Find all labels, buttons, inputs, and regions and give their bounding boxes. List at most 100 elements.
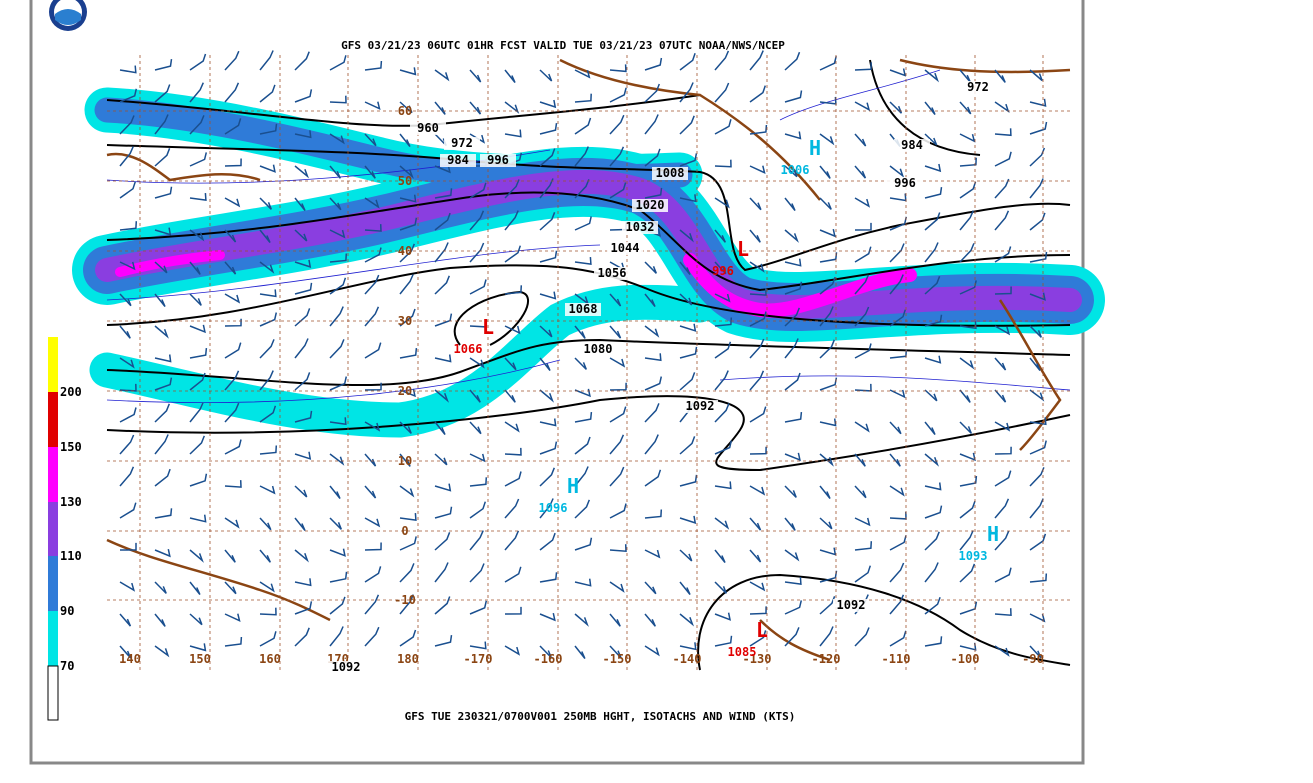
wind-barb (854, 222, 872, 231)
wind-barb (539, 69, 553, 82)
wind-barb (224, 342, 242, 359)
wind-barb (749, 446, 767, 455)
wind-barb (539, 498, 554, 519)
wind-barb (644, 293, 656, 307)
wind-barb (364, 485, 377, 499)
wind-barb (154, 613, 166, 627)
contour-label: 1008 (656, 166, 685, 180)
colorbar-label: 150 (60, 440, 82, 454)
wind-barb (574, 645, 586, 659)
wind-barb (539, 572, 558, 583)
wind-barb (854, 541, 873, 551)
wind-barb (784, 600, 803, 615)
grid: 140 150 160 170 180 -170 -160 -150 -140 -130 -120-… (107, 55, 1070, 674)
wind-barb (329, 197, 342, 211)
wind-barb (959, 357, 975, 370)
wind-barb (1029, 440, 1047, 455)
center-value: 1085 (728, 645, 757, 659)
wind-barb (189, 261, 201, 275)
wind-barb (154, 293, 166, 307)
wind-barb (119, 261, 136, 271)
wind-barb (714, 440, 733, 455)
wind-barb (749, 165, 766, 175)
wind-barb (399, 133, 411, 147)
wind-barb (469, 389, 481, 403)
wind-barb (294, 627, 310, 647)
wind-barb (854, 343, 872, 359)
wind-barb (434, 453, 448, 466)
wind-barb (189, 473, 208, 487)
wind-barb (679, 261, 691, 275)
wind-barb (259, 312, 278, 327)
wind-barb (679, 53, 696, 71)
contour-label: 984 (901, 138, 923, 152)
wind-barb (189, 152, 208, 167)
wind-barb (1029, 357, 1041, 371)
wind-barb (294, 197, 306, 211)
wind-barb (329, 165, 341, 179)
colorbar-label: 200 (60, 385, 82, 399)
wind-barb (329, 417, 347, 426)
wind-barb (399, 274, 414, 295)
wind-barb (504, 421, 520, 433)
wind-barb (819, 197, 832, 210)
wind-barb (679, 581, 691, 595)
wind-barb (434, 188, 453, 199)
wind-barb (469, 501, 487, 519)
wind-barb (259, 289, 277, 298)
wind-barb (959, 475, 978, 487)
wind-barbs (119, 50, 1048, 659)
wind-barb (749, 549, 762, 563)
wind-barb (854, 421, 870, 433)
wind-barb (889, 243, 905, 263)
wind-barb (854, 485, 867, 499)
wind-barb (889, 562, 905, 583)
wind-barb (959, 530, 974, 551)
wind-barb (854, 627, 870, 647)
wind-barb (819, 228, 836, 238)
wind-barb (119, 581, 136, 592)
wind-barb (259, 549, 271, 563)
contour-label: 1092 (332, 660, 361, 674)
contour-label-bg (682, 400, 718, 413)
wind-barb (224, 229, 237, 243)
longitude-label: -170 (464, 652, 493, 666)
wind-barb (504, 325, 521, 335)
wind-barb (609, 544, 627, 553)
wind-barb (469, 600, 488, 615)
wind-barb (994, 645, 1010, 657)
wind-barb (224, 439, 242, 455)
wind-barb (259, 123, 278, 135)
wind-barb (259, 607, 277, 616)
wind-barb (644, 114, 659, 135)
wind-barb (924, 531, 940, 551)
wind-barb (574, 69, 591, 79)
wind-barb (749, 85, 767, 103)
wind-barb (714, 317, 733, 327)
wind-barb (434, 101, 446, 115)
wind-barb (539, 532, 556, 551)
wind-barb (1029, 69, 1043, 82)
wind-barb (819, 547, 837, 556)
wind-barb (469, 477, 488, 487)
wind-barb (784, 197, 796, 211)
wind-barb (539, 148, 556, 167)
wind-barb (609, 645, 622, 659)
wind-barb (364, 60, 383, 71)
wind-barb (924, 562, 939, 583)
wind-barb (119, 65, 137, 74)
wind-barb (1029, 292, 1046, 301)
center-symbol: H (809, 136, 821, 160)
wind-barb (644, 57, 663, 71)
wind-barb (539, 389, 554, 403)
wind-barb (714, 119, 732, 135)
wind-barb (889, 535, 907, 551)
wind-barb (819, 339, 835, 359)
wind-barb (749, 50, 764, 71)
wind-barb (714, 50, 730, 71)
wind-barb (434, 421, 446, 435)
wind-barb (154, 403, 170, 423)
wind-barb (784, 372, 801, 391)
wind-barb (504, 357, 517, 371)
longitude-label: -160 (534, 652, 563, 666)
